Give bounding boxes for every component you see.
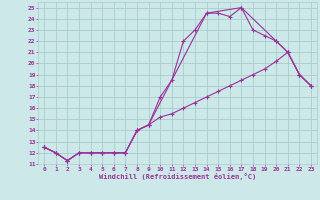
X-axis label: Windchill (Refroidissement éolien,°C): Windchill (Refroidissement éolien,°C) [99,173,256,180]
